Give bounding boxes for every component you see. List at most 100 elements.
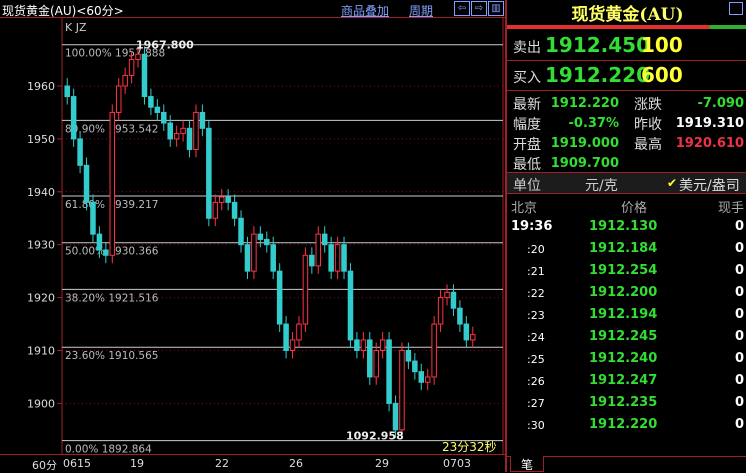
- candle-body: [276, 270, 283, 325]
- candle-body: [231, 201, 238, 219]
- candle-body: [193, 111, 199, 150]
- candle-body: [212, 201, 219, 219]
- candle-body: [450, 291, 457, 309]
- stat-value: -7.090: [697, 96, 744, 111]
- candle-body: [218, 196, 225, 203]
- y-tick-label: 1900: [27, 397, 55, 410]
- x-label: 19: [130, 457, 144, 470]
- stat-value: -0.37%: [568, 116, 620, 131]
- tick-volume: 0: [734, 329, 744, 344]
- tick-price: 1912.220: [589, 417, 658, 432]
- tick-row: :23 1912.194 0: [507, 307, 746, 327]
- tick-volume: 0: [734, 395, 744, 410]
- candle-body: [315, 233, 322, 267]
- candle-body: [373, 350, 379, 378]
- quote-panel: 现货黄金(AU) 卖出 1912.450 100 买入 1912.220 600…: [505, 0, 746, 472]
- tick-time: :26: [527, 375, 545, 388]
- tick-volume: 0: [734, 263, 744, 278]
- tick-volume: 0: [734, 417, 744, 432]
- x-label: 29: [375, 457, 389, 470]
- tick-price: 1912.235: [589, 395, 658, 410]
- candle-body: [77, 138, 83, 166]
- high-marker: 1967.800: [136, 39, 194, 52]
- candle-body: [128, 59, 135, 76]
- check-icon: ✔: [667, 176, 678, 190]
- sell-volume: 100: [641, 33, 683, 57]
- candle-body: [90, 201, 96, 235]
- period-label: 60分: [32, 459, 57, 472]
- tick-volume: 0: [734, 241, 744, 256]
- candle-body: [199, 111, 206, 129]
- candle-body: [302, 254, 309, 325]
- stat-value: 1920.610: [675, 136, 744, 151]
- candle-body: [122, 74, 128, 87]
- candle-body: [109, 111, 116, 256]
- fib-level-label: 23.60% 1910.565: [65, 350, 158, 362]
- tick-volume: 0: [734, 307, 744, 322]
- tick-time: :21: [527, 265, 545, 278]
- candle-body: [244, 244, 251, 272]
- candle-body: [309, 254, 315, 267]
- candle-body: [431, 323, 437, 378]
- candle-body: [444, 291, 450, 299]
- x-axis: [0, 454, 505, 472]
- buy-label: 买入: [513, 70, 541, 86]
- unit-option-usd-oz[interactable]: 美元/盎司: [679, 178, 740, 194]
- tick-row: :24 1912.245 0: [507, 329, 746, 349]
- overlay-link[interactable]: 商品叠加: [341, 4, 390, 18]
- candle-body: [334, 244, 341, 272]
- tick-price: 1912.200: [589, 285, 658, 300]
- candle-body: [321, 233, 328, 246]
- candle-body: [424, 376, 431, 383]
- stat-label: 最新: [513, 97, 541, 113]
- candle-body: [83, 164, 90, 203]
- bid-ask-ratio-bar: [507, 25, 746, 29]
- unit-option-yuan-gram[interactable]: 元/克: [585, 178, 618, 194]
- stat-value: 1909.700: [550, 156, 619, 171]
- tick-price: 1912.254: [589, 263, 658, 278]
- tick-row: :21 1912.254 0: [507, 263, 746, 283]
- stat-label: 昨收: [634, 117, 662, 133]
- y-tick-label: 1960: [27, 80, 55, 93]
- fib-level-label: 38.20% 1921.516: [65, 292, 159, 304]
- candle-body: [251, 233, 257, 272]
- candle-body: [283, 323, 289, 351]
- tick-price: 1912.240: [589, 351, 658, 366]
- candle-body: [96, 233, 103, 251]
- fib-level-label: 0.00% 1892.864: [65, 444, 152, 454]
- tick-time: :22: [527, 287, 545, 300]
- candle-body: [354, 339, 360, 352]
- candle-body: [103, 249, 109, 256]
- candle-body: [206, 127, 212, 219]
- candle-body: [437, 297, 444, 325]
- tick-row: :20 1912.184 0: [507, 241, 746, 261]
- arrow-right-icon[interactable]: ⇨: [471, 1, 487, 16]
- candle-body: [148, 96, 154, 108]
- low-marker: 1092.958: [346, 430, 404, 443]
- maximize-icon[interactable]: [729, 2, 743, 15]
- x-label: 0615: [63, 457, 91, 470]
- stat-value: 1919.000: [550, 136, 619, 151]
- stat-value: 1912.220: [550, 96, 619, 111]
- tick-price: 1912.247: [589, 373, 658, 388]
- tick-row: :26 1912.247 0: [507, 373, 746, 393]
- y-tick-label: 1950: [27, 133, 55, 146]
- tick-time: 19:36: [511, 219, 553, 234]
- candle-body: [418, 371, 425, 383]
- candle-body: [399, 350, 405, 431]
- period-link[interactable]: 周期: [409, 4, 434, 18]
- x-label: 22: [215, 457, 229, 470]
- y-tick-label: 1920: [27, 292, 55, 305]
- tab-ticks[interactable]: 笔: [510, 456, 544, 472]
- arrow-left-icon[interactable]: ⇦: [454, 1, 470, 16]
- candle-body: [64, 85, 70, 98]
- ticks-header-price: 价格: [621, 201, 648, 216]
- tick-row: :22 1912.200 0: [507, 285, 746, 305]
- layout-icon[interactable]: ▥: [488, 1, 504, 16]
- candle-body: [367, 339, 373, 378]
- stat-value: 1919.310: [675, 116, 744, 131]
- candle-body: [154, 106, 161, 113]
- tick-price: 1912.184: [589, 241, 658, 256]
- candle-body: [289, 339, 296, 352]
